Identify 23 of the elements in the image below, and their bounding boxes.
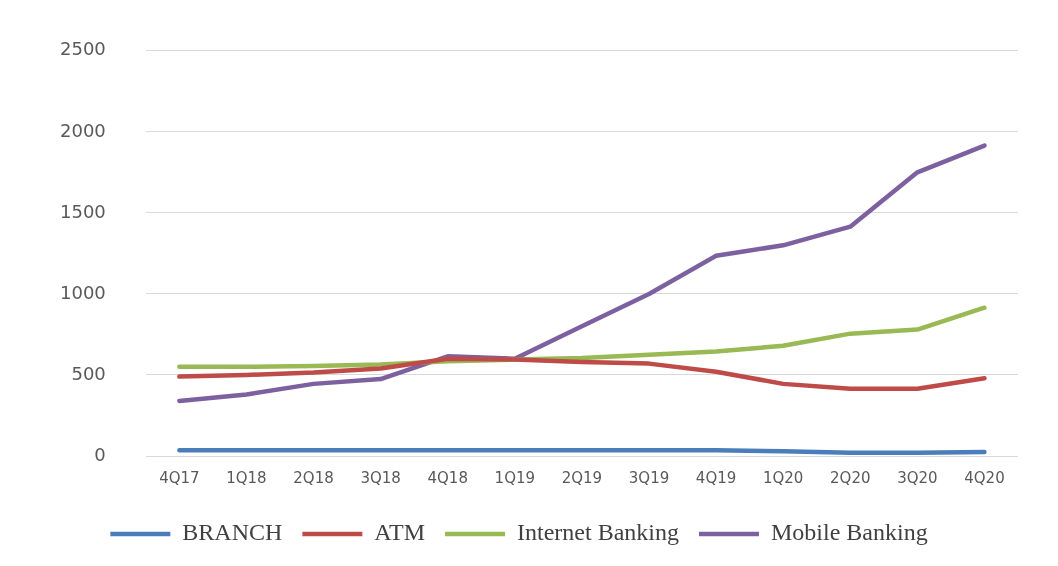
- legend-label: Internet Banking: [517, 519, 679, 546]
- y-tick-label: 2500: [60, 38, 106, 60]
- x-tick-label: 4Q17: [159, 468, 200, 487]
- x-tick-label: 4Q18: [427, 468, 468, 487]
- legend-label: Mobile Banking: [770, 519, 928, 546]
- y-tick-label: 500: [71, 362, 106, 384]
- x-tick-label: 2Q19: [561, 468, 603, 487]
- legend-label: ATM: [374, 519, 426, 546]
- x-tick-label: 1Q19: [494, 468, 536, 487]
- x-tick-label: 1Q20: [762, 468, 804, 487]
- y-tick-label: 1500: [60, 200, 106, 222]
- legend-label: BRANCH: [182, 519, 283, 546]
- x-tick-label: 4Q19: [695, 468, 737, 487]
- y-tick-label: 1000: [60, 281, 106, 303]
- x-tick-label: 3Q18: [360, 468, 401, 487]
- x-tick-label: 2Q18: [293, 468, 334, 487]
- x-tick-label: 2Q20: [830, 468, 871, 487]
- x-tick-label: 3Q19: [628, 468, 670, 487]
- x-tick-label: 4Q20: [964, 468, 1005, 487]
- y-tick-label: 2000: [60, 119, 106, 141]
- x-tick-label: 1Q18: [226, 468, 267, 487]
- y-tick-label: 0: [94, 443, 106, 465]
- x-tick-label: 3Q20: [897, 468, 938, 487]
